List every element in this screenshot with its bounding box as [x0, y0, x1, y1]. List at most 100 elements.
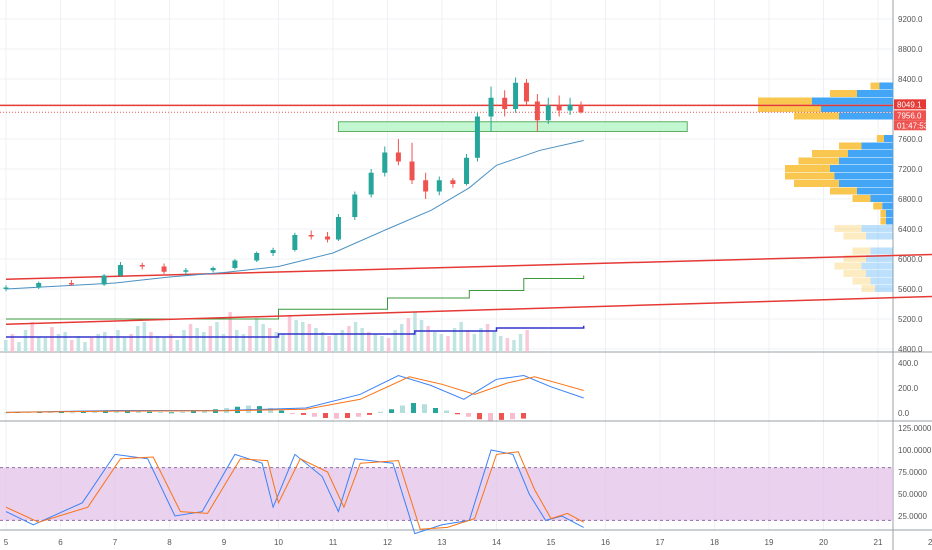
profile-buy-bar	[882, 202, 893, 210]
price-tag-label: 01:47:53	[897, 121, 929, 130]
time-axis-label: 17	[656, 538, 665, 547]
price-axis-label: 125.0000	[898, 424, 932, 433]
profile-buy-bar	[879, 82, 893, 90]
macd-hist-bar	[70, 412, 75, 414]
volume-bar	[373, 334, 378, 352]
profile-buy-bar	[812, 97, 893, 105]
price-axis-label: 400.0	[898, 359, 919, 368]
candle-body	[382, 152, 388, 173]
volume-bar	[122, 338, 127, 352]
profile-sell-bar	[880, 210, 886, 217]
macd-hist-bar	[367, 413, 372, 415]
time-axis-label: 12	[383, 538, 392, 547]
volume-bar	[393, 330, 397, 352]
profile-sell-bar	[794, 112, 839, 120]
horizontal-levels[interactable]	[0, 104, 893, 113]
macd-hist-bar	[180, 411, 185, 413]
support-zone[interactable]	[337, 121, 688, 132]
stochastic-band-fill	[0, 467, 893, 521]
profile-sell-bar	[812, 150, 848, 157]
profile-sell-bar	[785, 172, 835, 180]
time-axis-label: 14	[492, 538, 501, 547]
macd-hist-bar	[114, 410, 119, 413]
candle-body	[335, 217, 341, 240]
volume-ma-green	[6, 275, 585, 320]
stochastic-panel[interactable]	[0, 449, 893, 535]
volume-bar	[221, 334, 226, 352]
volume-bar	[241, 334, 246, 352]
macd-hist-bar	[147, 411, 152, 413]
price-panel[interactable]	[0, 77, 932, 353]
volume-bar	[307, 324, 312, 352]
volume-bar	[274, 332, 279, 352]
volume-bar	[485, 324, 490, 352]
price-axis[interactable]: 4800.0 5200.0 5600.0 6000.0 6400.0 6800.0 7200…	[898, 15, 932, 521]
macd-hist-bar	[246, 405, 251, 413]
macd-hist-bar	[521, 413, 526, 419]
time-axis-label: 8	[167, 538, 172, 547]
macd-hist-bar	[290, 413, 295, 414]
price-tags: 8049.1 7956.001:47:53	[894, 99, 929, 131]
macd-hist-bar	[510, 413, 515, 420]
time-axis[interactable]: 5 6 7 8 9 10 11 12 13 14 15 16 17 18 19 20 21 22	[4, 538, 932, 547]
profile-sell-bar	[785, 165, 830, 172]
price-axis-label: 200.0	[898, 384, 919, 393]
volume-bar	[301, 322, 305, 352]
profile-sell-bar	[852, 195, 871, 202]
volume-bar	[452, 328, 457, 352]
macd-hist-bar	[356, 413, 361, 417]
profile-sell-bar	[834, 262, 862, 270]
profile-buy-bar	[821, 105, 893, 112]
time-axis-label: 9	[222, 538, 227, 547]
volume-bar	[327, 336, 331, 352]
volume-bar	[70, 340, 74, 352]
volume-bar	[314, 328, 318, 352]
profile-buy-bar	[857, 90, 893, 97]
price-axis-label: 7200.0	[898, 165, 923, 174]
volume-bar	[261, 324, 265, 352]
volume-bar	[505, 338, 510, 352]
time-axis-label: 10	[274, 538, 283, 547]
volume-bar	[268, 328, 272, 352]
macd-panel[interactable]	[4, 374, 584, 421]
signal-line	[5, 376, 584, 413]
profile-buy-bar	[830, 165, 893, 172]
profile-buy-bar	[866, 232, 893, 240]
time-axis-label: 19	[765, 538, 774, 547]
price-axis-label: 7600.0	[898, 135, 923, 144]
volume-bar	[347, 326, 351, 352]
macd-hist-bar	[411, 403, 416, 413]
profile-sell-bar	[861, 285, 875, 292]
volume-bar	[380, 336, 384, 352]
profile-sell-bar	[758, 105, 821, 112]
time-axis-label: 11	[329, 538, 338, 547]
macd-hist-bar	[81, 411, 86, 413]
macd-hist-bar	[422, 404, 427, 413]
volume-bar	[155, 336, 160, 352]
moving-average	[5, 140, 584, 290]
macd-hist-bar	[455, 413, 460, 415]
macd-hist-bar	[169, 412, 174, 414]
candle-body	[436, 180, 442, 192]
macd-hist-bar	[389, 409, 394, 413]
volume-bar	[459, 322, 463, 352]
macd-hist-bar	[378, 411, 383, 413]
macd-hist-bar	[499, 413, 504, 420]
candle-body	[534, 101, 540, 121]
volume-bar	[525, 330, 529, 352]
macd-hist-bar	[345, 413, 350, 418]
candle-body	[423, 180, 429, 192]
volume-bar	[37, 337, 41, 352]
volume-bar	[248, 326, 252, 352]
macd-hist-bar	[301, 413, 306, 415]
profile-sell-bar	[758, 97, 812, 105]
trendlines[interactable]	[5, 253, 932, 325]
candle-body	[368, 172, 374, 195]
candle-body	[464, 157, 470, 184]
profile-buy-bar	[839, 112, 893, 120]
macd-hist-bar	[136, 411, 141, 413]
price-tag-bg	[894, 120, 926, 131]
stochastic-d-line	[5, 451, 584, 530]
volume-bar	[235, 330, 239, 352]
